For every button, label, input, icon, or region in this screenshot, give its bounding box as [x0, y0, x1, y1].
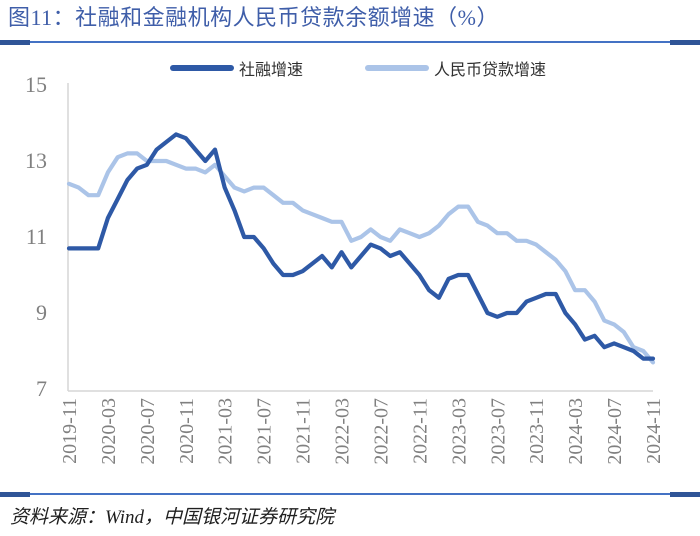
divider-cap-left: [0, 492, 30, 497]
divider-line: [0, 41, 700, 43]
series-line-loans: [66, 151, 656, 365]
x-tick-label: 2020-03: [98, 398, 120, 465]
x-tick-label: 2020-11: [176, 398, 198, 464]
divider-line: [0, 493, 700, 495]
legend-swatch-light: [365, 65, 430, 71]
source-note: 资料来源：Wind，中国银河证券研究院: [10, 507, 335, 528]
chart-legend: 社融增速 人民币贷款增速: [170, 56, 546, 80]
x-tick-label: 2021-03: [215, 398, 237, 465]
divider-cap-right: [670, 492, 700, 497]
x-tick-label: 2022-11: [409, 398, 431, 464]
y-tick-label: 13: [25, 148, 47, 173]
x-tick-label: 2021-07: [254, 398, 276, 465]
y-tick-label: 7: [36, 376, 47, 401]
x-tick-label: 2024-11: [643, 398, 665, 464]
x-tick-label: 2022-07: [370, 398, 392, 465]
x-tick-label: 2021-11: [293, 398, 315, 464]
divider-cap-right: [670, 40, 700, 45]
x-tick-label: 2024-03: [565, 398, 587, 465]
legend-item-loans: 人民币贷款增速: [365, 56, 546, 80]
legend-label-tsf: 社融增速: [239, 62, 304, 79]
y-tick-label: 15: [25, 72, 47, 97]
legend-swatch-dark: [170, 65, 234, 71]
bottom-divider: [0, 492, 700, 497]
divider-cap-left: [0, 40, 30, 45]
y-tick-label: 11: [26, 224, 47, 249]
x-tick-label: 2020-07: [137, 398, 159, 465]
x-tick-label: 2019-11: [59, 398, 81, 464]
top-divider: [0, 40, 700, 45]
series-line-tsf: [66, 132, 656, 361]
legend-item-tsf: 社融增速: [170, 56, 303, 80]
legend-label-loans: 人民币贷款增速: [434, 62, 547, 79]
x-tick-label: 2023-07: [487, 398, 509, 465]
x-tick-label: 2023-03: [448, 398, 470, 465]
x-tick-label: 2023-11: [526, 398, 548, 464]
y-tick-label: 9: [36, 300, 47, 325]
figure-title: 图11：社融和金融机构人民币贷款余额增速（%）: [8, 5, 500, 30]
x-tick-label: 2022-03: [332, 398, 354, 465]
x-tick-label: 2024-07: [604, 398, 626, 465]
